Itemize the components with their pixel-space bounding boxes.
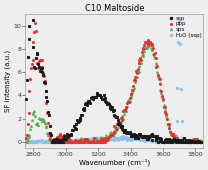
ssp <box>86 101 89 104</box>
Line: ssp: ssp <box>25 0 202 143</box>
ppp <box>34 22 36 24</box>
ssp <box>200 141 202 143</box>
ssp <box>65 133 68 135</box>
Title: C10 Maltoside: C10 Maltoside <box>85 4 144 13</box>
sps <box>75 141 78 143</box>
ssp <box>171 140 174 142</box>
ppp <box>78 141 81 143</box>
sps <box>148 44 150 46</box>
sps <box>86 140 88 142</box>
ssp <box>78 119 81 121</box>
ssp <box>25 98 27 100</box>
Legend: ssp, ppp, sps, H₂O (ssp): ssp, ppp, sps, H₂O (ssp) <box>168 15 202 39</box>
Line: ppp: ppp <box>25 22 202 143</box>
ssp <box>79 117 82 119</box>
X-axis label: Wavenumber (cm⁻¹): Wavenumber (cm⁻¹) <box>79 158 150 166</box>
H₂O (ssp) <box>77 141 79 143</box>
sps <box>171 136 174 138</box>
H₂O (ssp) <box>200 141 202 143</box>
ssp <box>76 118 78 121</box>
Y-axis label: SF intensity (a.u.): SF intensity (a.u.) <box>4 50 11 112</box>
ppp <box>79 139 82 141</box>
sps <box>78 140 81 142</box>
H₂O (ssp) <box>64 141 66 143</box>
Line: H₂O (ssp): H₂O (ssp) <box>25 20 202 143</box>
H₂O (ssp) <box>178 20 180 22</box>
ppp <box>25 137 27 139</box>
ppp <box>86 141 89 143</box>
H₂O (ssp) <box>25 141 27 143</box>
ppp <box>200 141 202 143</box>
ppp <box>64 141 66 143</box>
ppp <box>65 139 68 141</box>
sps <box>64 141 67 143</box>
sps <box>25 140 27 142</box>
sps <box>26 141 28 143</box>
ppp <box>171 133 174 135</box>
Line: sps: sps <box>25 44 202 143</box>
sps <box>78 141 80 143</box>
sps <box>200 139 202 141</box>
H₂O (ssp) <box>170 141 172 143</box>
ssp <box>51 141 53 143</box>
ppp <box>76 140 78 142</box>
ssp <box>30 0 32 1</box>
H₂O (ssp) <box>85 139 87 141</box>
H₂O (ssp) <box>74 141 77 143</box>
H₂O (ssp) <box>78 140 80 142</box>
